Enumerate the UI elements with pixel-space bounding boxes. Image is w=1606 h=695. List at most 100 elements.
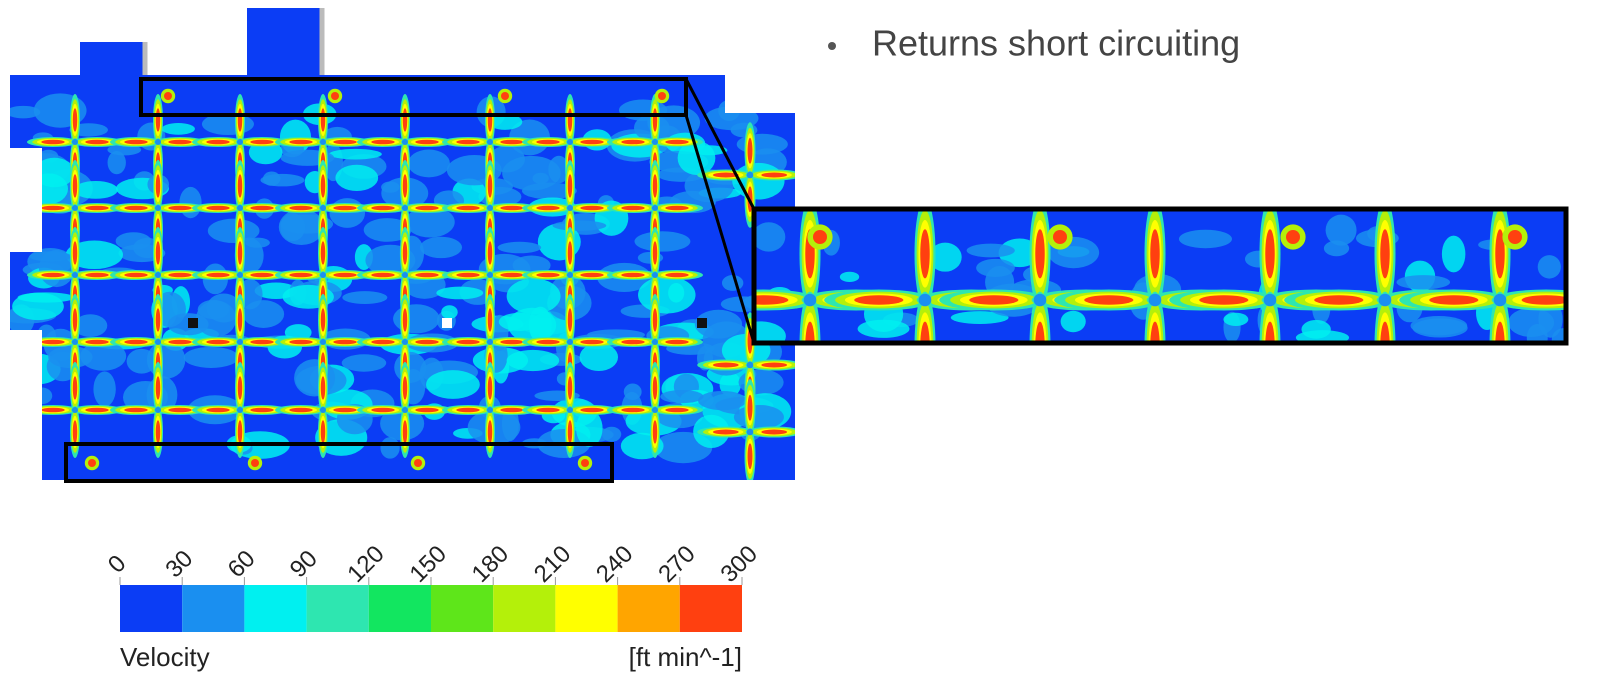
- jet: [333, 340, 356, 345]
- jet: [456, 140, 479, 145]
- diffuser: [567, 272, 573, 278]
- jet: [580, 140, 603, 145]
- jet: [156, 108, 161, 131]
- jet: [73, 376, 78, 399]
- jet: [124, 273, 147, 278]
- flow-region: [722, 275, 743, 291]
- jet: [250, 140, 273, 145]
- jet: [920, 322, 929, 371]
- diffuser: [402, 339, 408, 345]
- flow-region: [737, 134, 788, 155]
- jet: [665, 340, 688, 345]
- flow-region: [420, 237, 462, 258]
- jet: [805, 322, 814, 371]
- jet: [415, 273, 438, 278]
- jet: [85, 340, 108, 345]
- jet: [488, 241, 493, 264]
- colorbar-tick-label: 210: [529, 540, 576, 587]
- diffuser: [652, 205, 658, 211]
- jet: [761, 363, 787, 368]
- jet: [456, 340, 479, 345]
- jet: [665, 206, 688, 211]
- jet: [713, 363, 739, 368]
- jet: [73, 108, 78, 131]
- flow-region: [1301, 320, 1330, 339]
- flow-region: [436, 287, 483, 300]
- jet: [568, 308, 573, 331]
- colorbar-tick-label: 90: [285, 545, 323, 583]
- flow-region: [260, 174, 304, 187]
- diffuser: [652, 139, 658, 145]
- jet: [621, 340, 644, 345]
- jet: [250, 340, 273, 345]
- diffuser: [487, 339, 493, 345]
- flow-region: [426, 370, 480, 399]
- jet: [403, 308, 408, 331]
- jet: [333, 140, 356, 145]
- jet: [415, 140, 438, 145]
- colorbar-tick-label: 60: [223, 545, 261, 583]
- colorbar-segment: [182, 585, 244, 632]
- jet: [1265, 229, 1274, 278]
- jet: [665, 273, 688, 278]
- colorbar-tick-label: 180: [467, 540, 514, 587]
- jet: [403, 420, 408, 443]
- jet: [238, 241, 243, 264]
- diffuser: [237, 339, 243, 345]
- jet: [1199, 295, 1248, 304]
- flow-region: [342, 291, 387, 304]
- jet: [1035, 322, 1044, 371]
- jet: [713, 430, 739, 435]
- jet: [124, 340, 147, 345]
- flow-region: [162, 123, 195, 135]
- flow-region: [1442, 236, 1466, 273]
- jet: [156, 308, 161, 331]
- flow-region: [698, 391, 746, 410]
- jet: [580, 340, 603, 345]
- jet: [748, 395, 753, 421]
- jet: [321, 174, 326, 197]
- flow-region: [342, 354, 387, 371]
- slide: Returns short circuiting Velocity [ft mi…: [0, 0, 1606, 695]
- jet: [748, 138, 753, 164]
- flow-region: [116, 232, 152, 250]
- jet: [621, 408, 644, 413]
- flow-region: [553, 220, 607, 230]
- diffuser: [155, 139, 161, 145]
- flow-region: [1324, 241, 1349, 257]
- jet: [568, 376, 573, 399]
- jet: [761, 173, 787, 178]
- jet: [1429, 295, 1478, 304]
- diffuser: [487, 139, 493, 145]
- jet: [289, 408, 312, 413]
- colorbar-tick-label: 120: [342, 540, 389, 587]
- flow-region: [976, 259, 1015, 277]
- jet: [415, 206, 438, 211]
- diffuser: [320, 272, 326, 278]
- jet: [568, 241, 573, 264]
- jet: [85, 273, 108, 278]
- jet: [403, 376, 408, 399]
- jet: [238, 420, 243, 443]
- zoom-inset: [709, 199, 1601, 401]
- diffuser: [320, 205, 326, 211]
- flow-region: [533, 173, 549, 184]
- diffuser: [919, 294, 932, 307]
- flow-region: [93, 371, 115, 406]
- jet: [168, 273, 191, 278]
- colorbar-label: Velocity: [120, 642, 210, 672]
- flow-region: [499, 313, 541, 331]
- colorbar-segment: [680, 585, 742, 632]
- diffuser: [804, 294, 817, 307]
- jet: [168, 140, 191, 145]
- colorbar-segment: [555, 585, 617, 632]
- jet: [580, 273, 603, 278]
- flow-region: [576, 410, 603, 447]
- jet: [403, 241, 408, 264]
- jet: [536, 206, 559, 211]
- jet: [156, 420, 161, 443]
- jet: [456, 408, 479, 413]
- jet: [289, 206, 312, 211]
- jet: [124, 408, 147, 413]
- jet: [536, 273, 559, 278]
